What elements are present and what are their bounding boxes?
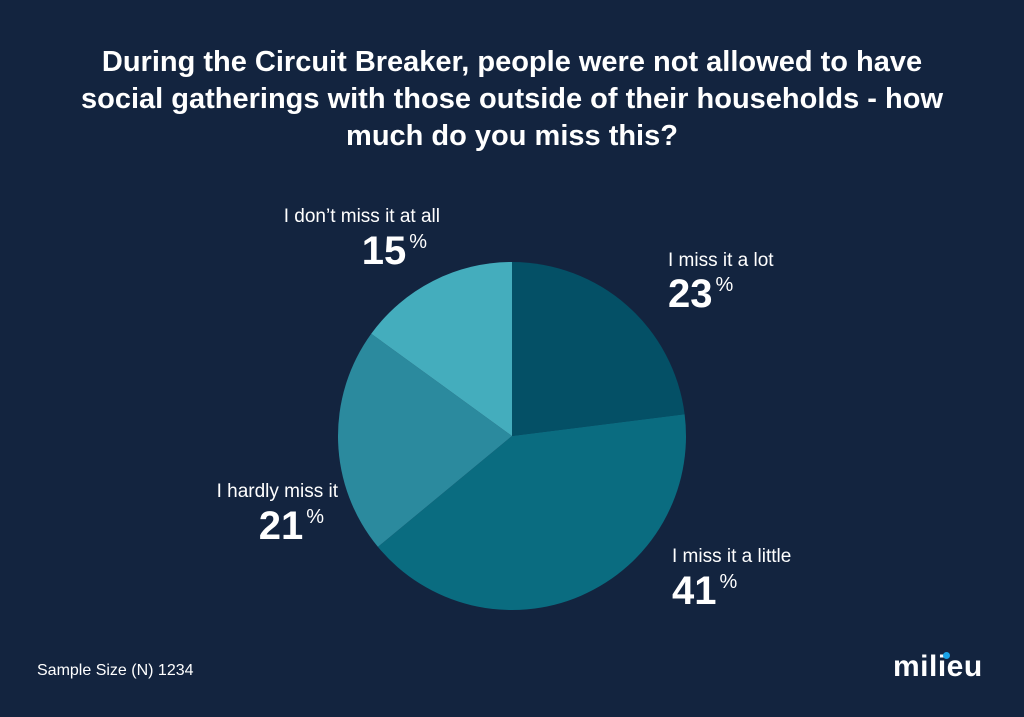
- pie-slice-0: [512, 262, 685, 436]
- milieu-logo: milieu: [893, 650, 983, 683]
- slice-label-0: I miss it a lot: [668, 250, 774, 271]
- slice-label-2: I hardly miss it: [216, 481, 338, 502]
- pie-slice-2: [338, 333, 512, 547]
- slice-label-3: I don’t miss it at all: [283, 206, 440, 227]
- chart-title: During the Circuit Breaker, people were …: [81, 46, 943, 152]
- slice-value-2: 21%: [258, 504, 324, 548]
- sample-size: Sample Size (N) 1234: [37, 662, 194, 679]
- slice-value-1: 41%: [672, 569, 738, 613]
- logo-dot: [943, 652, 950, 659]
- pie-slice-1: [377, 414, 686, 611]
- slice-label-1: I miss it a little: [672, 546, 792, 567]
- slice-value-3: 15%: [361, 229, 427, 273]
- slice-value-0: 23%: [668, 272, 734, 316]
- pie-slice-3: [371, 262, 512, 436]
